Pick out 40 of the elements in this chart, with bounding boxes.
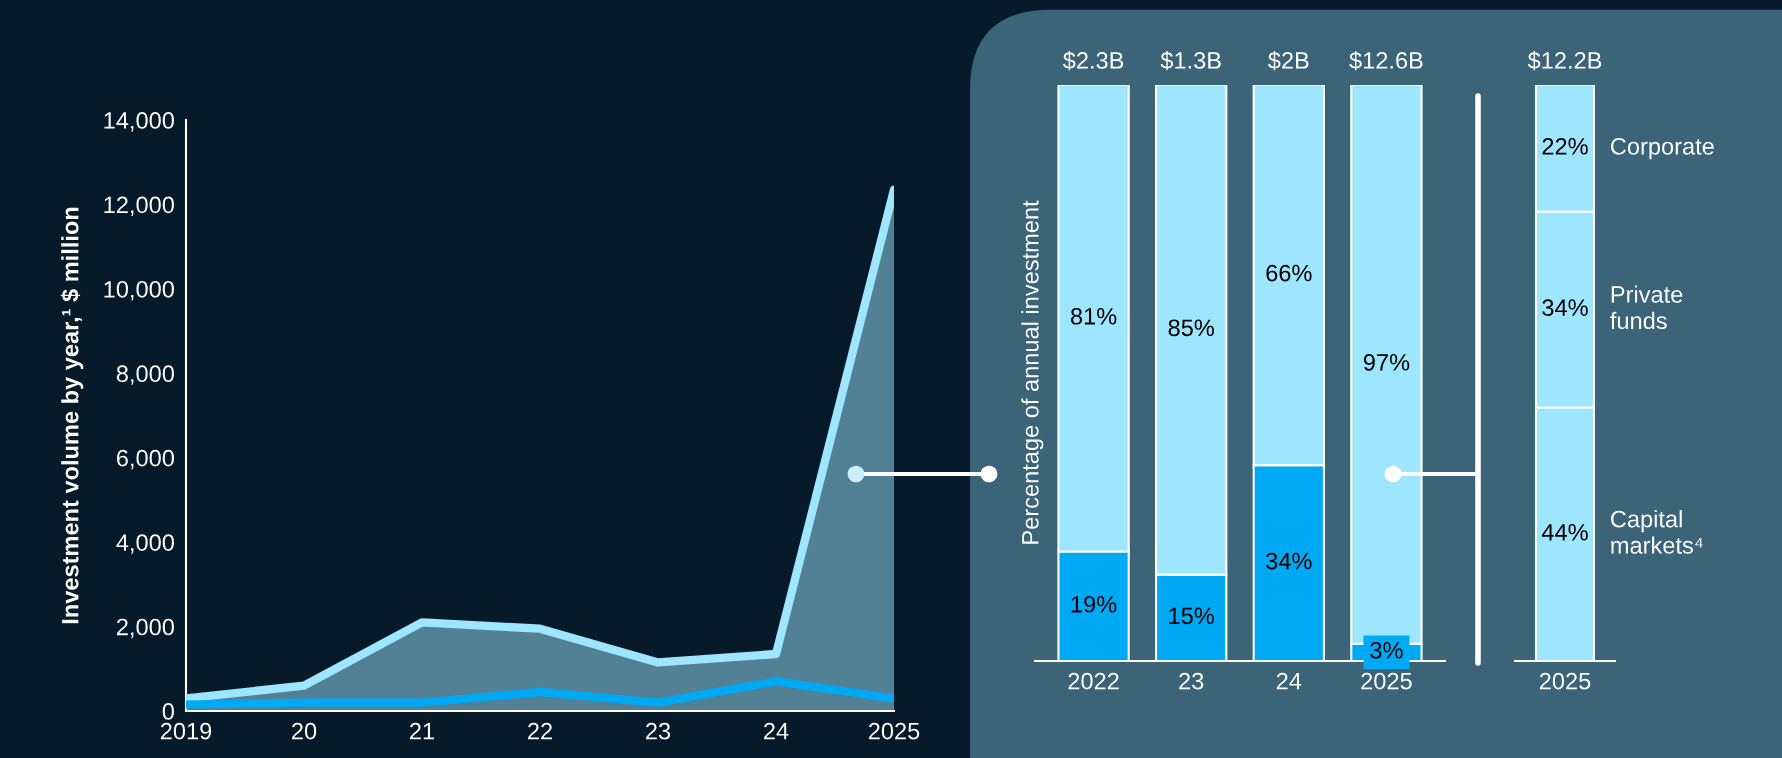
x-tick-label: 2019 bbox=[160, 722, 212, 740]
annotation: $1.3B bbox=[1160, 51, 1221, 71]
x-tick-label: 20 bbox=[292, 722, 317, 740]
x-tick-label: 22 bbox=[528, 722, 552, 740]
data-label: 34% bbox=[1542, 299, 1588, 316]
data-label: 81% bbox=[1070, 307, 1117, 325]
series-label: Capital markets⁴ bbox=[1611, 510, 1703, 554]
y-tick-label: 14,000 bbox=[104, 112, 174, 132]
x-tick-label: 23 bbox=[646, 722, 671, 740]
y-tick-label: 0 bbox=[162, 703, 174, 720]
annotation: $12.2B bbox=[1527, 51, 1602, 71]
annotation: $2B bbox=[1268, 51, 1309, 71]
series-label: Corporate bbox=[1611, 137, 1714, 160]
x-tick-label: 21 bbox=[410, 722, 434, 740]
x-tick-label: 2022 bbox=[1068, 672, 1119, 690]
y-tick-label: 6,000 bbox=[117, 449, 174, 470]
data-label: 34% bbox=[1266, 552, 1312, 570]
x-tick-label: 2025 bbox=[868, 722, 920, 740]
y-axis-title: Investment volume by year,¹ $ million bbox=[60, 207, 84, 624]
y-tick-label: 4,000 bbox=[116, 534, 174, 554]
x-tick-label: 2025 bbox=[1361, 672, 1412, 690]
x-tick-label: 24 bbox=[1276, 672, 1302, 690]
data-label: 22% bbox=[1542, 137, 1588, 155]
y-tick-label: 2,000 bbox=[117, 618, 174, 639]
x-tick-label: 2025 bbox=[1539, 672, 1591, 690]
y-tick-label: 10,000 bbox=[104, 280, 174, 301]
y-tick-label: 12,000 bbox=[104, 196, 174, 217]
data-label: 19% bbox=[1071, 595, 1117, 613]
data-label: 85% bbox=[1168, 319, 1214, 337]
series-label: Private funds bbox=[1610, 285, 1683, 330]
annotation: $2.3B bbox=[1062, 51, 1124, 71]
y-axis-title: Percentage of annual investment bbox=[1021, 200, 1044, 544]
data-label: 15% bbox=[1169, 607, 1214, 625]
annotation: $12.6B bbox=[1349, 51, 1423, 71]
data-label: 97% bbox=[1363, 353, 1410, 371]
data-label: 66% bbox=[1266, 264, 1312, 282]
data-label: 44% bbox=[1541, 524, 1588, 541]
x-tick-label: 23 bbox=[1179, 672, 1204, 690]
x-tick-label: 24 bbox=[764, 722, 789, 740]
y-tick-label: 8,000 bbox=[116, 365, 174, 385]
